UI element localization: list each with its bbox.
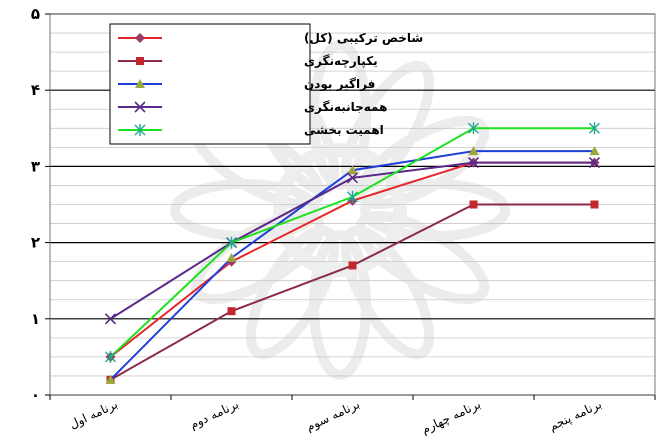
- data-point-marker: [589, 146, 600, 156]
- x-tick-label: برنامه پنجم: [547, 397, 604, 434]
- legend-label: یکپارچه‌نگری: [304, 54, 378, 68]
- data-point-marker: [468, 146, 479, 156]
- data-point-marker: [346, 172, 359, 184]
- series-group: [104, 122, 601, 384]
- plot-area-frame: [49, 13, 656, 396]
- watermark-petal: [360, 179, 510, 241]
- y-axis-ticks: ۰ ۱ ۲ ۳ ۴ ۵: [31, 5, 50, 404]
- data-point-marker: [227, 307, 236, 316]
- data-point-marker: [226, 236, 237, 249]
- series: [105, 122, 600, 363]
- x-axis-ticks: برنامه اول برنامه دوم برنامه سوم برنامه چها…: [49, 395, 656, 437]
- data-point-marker: [135, 79, 145, 88]
- data-point-marker: [588, 157, 601, 169]
- y-tick-label: ۵: [31, 5, 40, 23]
- legend-label: اهمیت بخشی: [304, 123, 384, 137]
- legend-item: همه‌جانبه‌نگری: [118, 100, 387, 114]
- legend-label: همه‌جانبه‌نگری: [304, 100, 387, 114]
- x-tick-label: برنامه دوم: [188, 397, 242, 433]
- watermark-petal: [309, 230, 371, 380]
- data-point-marker: [104, 313, 117, 325]
- data-point-marker: [105, 374, 116, 384]
- data-point-marker: [134, 124, 146, 136]
- x-tick-label: برنامه سوم: [304, 397, 362, 435]
- legend-item: یکپارچه‌نگری: [118, 54, 378, 68]
- data-point-marker: [134, 101, 146, 113]
- y-tick-label: ۳: [31, 157, 40, 175]
- legend: شاخص ترکیبی (کل) یکپارچه‌نگری فراگیر بودن ه…: [109, 23, 423, 145]
- data-point-marker: [135, 33, 145, 43]
- series: [105, 146, 600, 384]
- legend-item: شاخص ترکیبی (کل): [118, 31, 423, 45]
- legend-item: اهمیت بخشی: [118, 123, 384, 137]
- data-point-marker: [589, 122, 600, 135]
- data-point-marker: [105, 350, 116, 363]
- y-tick-label: ۴: [31, 81, 40, 99]
- data-point-marker: [468, 122, 479, 135]
- data-point-marker: [347, 165, 358, 175]
- data-point-marker: [226, 252, 237, 262]
- data-point-marker: [347, 190, 358, 203]
- legend-label: شاخص ترکیبی (کل): [304, 31, 423, 45]
- data-point-marker: [467, 157, 480, 169]
- y-tick-label: ۰: [31, 386, 40, 404]
- x-tick-label: برنامه اول: [67, 397, 120, 432]
- legend-item: فراگیر بودن: [118, 77, 375, 92]
- data-point-marker: [136, 57, 144, 65]
- y-tick-label: ۱: [31, 310, 40, 328]
- data-point-marker: [348, 261, 357, 270]
- y-tick-label: ۲: [31, 234, 40, 252]
- data-point-marker: [469, 200, 478, 209]
- legend-label: فراگیر بودن: [304, 77, 375, 92]
- data-point-marker: [590, 200, 599, 209]
- x-tick-label: برنامه چهارم: [419, 397, 483, 437]
